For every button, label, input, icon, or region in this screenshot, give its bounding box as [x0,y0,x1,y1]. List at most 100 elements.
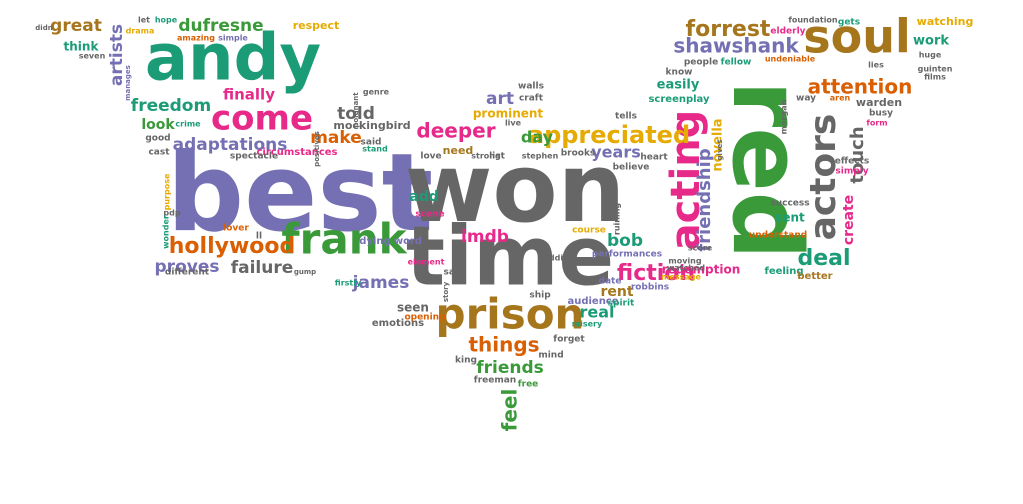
cloud-word-date: date [599,277,622,287]
cloud-word-friendship: friendship [694,148,715,251]
cloud-word-need: need [443,144,474,157]
cloud-word-lover: lover [223,224,249,234]
cloud-word-manages: manages [124,65,132,101]
cloud-word-told: told [337,104,375,124]
cloud-word-years: years [591,143,641,162]
cloud-word-heart: heart [640,153,668,163]
cloud-word-fellow: fellow [721,58,752,68]
cloud-word-amazing: amazing [177,34,215,43]
cloud-word-circumstances: circumstances [256,147,337,158]
cloud-word-genre: genre [363,88,390,97]
cloud-word-ruining: ruining [613,203,622,236]
cloud-word-soul: soul [803,10,911,64]
cloud-word-pdp: pdp [163,209,180,218]
cloud-word-dying: dying [359,236,390,247]
cloud-word-finally: finally [223,86,275,104]
cloud-word-deeper: deeper [416,119,495,143]
cloud-word-better: better [797,271,832,282]
cloud-word-actors: actors [803,114,844,241]
cloud-word-prison: prison [436,290,585,339]
cloud-word-failure: failure [231,258,294,278]
cloud-word-stephen: stephen [522,152,559,161]
cloud-word-busy: busy [869,109,893,119]
cloud-word-positives: positives [313,131,321,167]
cloud-word-guinten: guinten [918,65,953,74]
cloud-word-form: form [866,119,887,128]
cloud-word-bob: bob [607,231,643,251]
cloud-word-gets: gets [838,18,860,28]
cloud-word-create: create [841,195,857,245]
cloud-word-friends: friends [476,358,544,378]
cloud-word-opening: opening [404,313,445,323]
cloud-word-walls: walls [518,82,544,92]
cloud-word-proves: proves [155,257,220,277]
cloud-word-touch: touch [847,126,868,183]
cloud-word-know: know [666,68,693,78]
cloud-word-ll: ll [256,232,262,242]
cloud-word-lies: lies [868,61,884,70]
cloud-word-hollywood: hollywood [169,234,296,259]
cloud-word-rent: rent [600,284,633,300]
cloud-word-love: love [420,152,441,162]
cloud-word-forrest: forrest [686,17,771,42]
cloud-word-hope: hope [155,16,178,25]
cloud-word-feeling: feeling [764,266,803,277]
cloud-word-different: different [165,268,210,278]
cloud-word-andy: andy [145,22,321,96]
cloud-word-come: come [211,99,313,139]
cloud-word-list: list [489,152,506,162]
cloud-word-forget: forget [553,335,585,345]
cloud-word-acting: acting [663,110,709,251]
cloud-word-poignant: poignant [352,92,360,128]
cloud-word-gives: gives [716,140,724,161]
cloud-word-morgan: morgan [780,99,789,134]
cloud-word-elderly: elderly [770,27,805,37]
cloud-word-add: add [409,189,439,205]
cloud-word-look: look [141,117,175,133]
cloud-word-crime: crime [175,120,201,129]
cloud-word-audience: audience [567,296,618,307]
cloud-word-make: make [310,128,362,148]
cloud-word-undeniable: undeniable [765,55,816,64]
cloud-word-course: course [572,226,606,236]
cloud-word-say: say [443,268,460,278]
cloud-word-prominent: prominent [473,107,544,121]
cloud-word-good: good [145,134,170,144]
cloud-word-films: films [924,73,946,82]
cloud-word-watched: watched [667,264,705,273]
cloud-word-word: word [394,236,422,247]
cloud-word-effects: effects [835,157,870,167]
cloud-word-misery: misery [572,320,603,329]
cloud-word-simply: simply [835,167,868,177]
cloud-word-people: people [684,58,718,68]
cloud-word-red: red [711,80,821,259]
cloud-word-story: story [442,281,450,302]
cloud-word-best: best [167,131,433,256]
cloud-word-dufresne: dufresne [178,16,263,36]
cloud-word-brooks: brooks [561,149,596,159]
cloud-word-easily: easily [657,78,700,93]
cloud-word-freedom: freedom [131,96,211,116]
cloud-word-success: success [770,199,809,209]
cloud-word-appreciated: appreciated [528,121,690,149]
cloud-word-huge: huge [919,51,942,60]
cloud-word-emotions: emotions [372,318,424,329]
cloud-word-spirit: spirit [608,299,635,309]
cloud-word-moving: moving [668,257,701,266]
cloud-word-imdb: imdb [461,227,509,247]
cloud-word-cast: cast [148,148,170,158]
cloud-word-great: great [50,16,102,36]
cloud-word-aren: aren [830,94,851,103]
cloud-word-freeman: freeman [474,376,516,386]
cloud-word-live: live [505,119,522,128]
cloud-word-stand: stand [362,145,388,154]
cloud-word-real: real [579,303,614,322]
cloud-word-seven: seven [79,52,106,61]
cloud-word-work: work [913,34,949,49]
cloud-word-warden: warden [856,96,902,109]
cloud-word-mind: mind [538,351,563,361]
cloud-word-frank: frank [281,215,407,264]
cloud-word-gump: gump [294,268,316,276]
cloud-word-seen: seen [397,301,429,315]
